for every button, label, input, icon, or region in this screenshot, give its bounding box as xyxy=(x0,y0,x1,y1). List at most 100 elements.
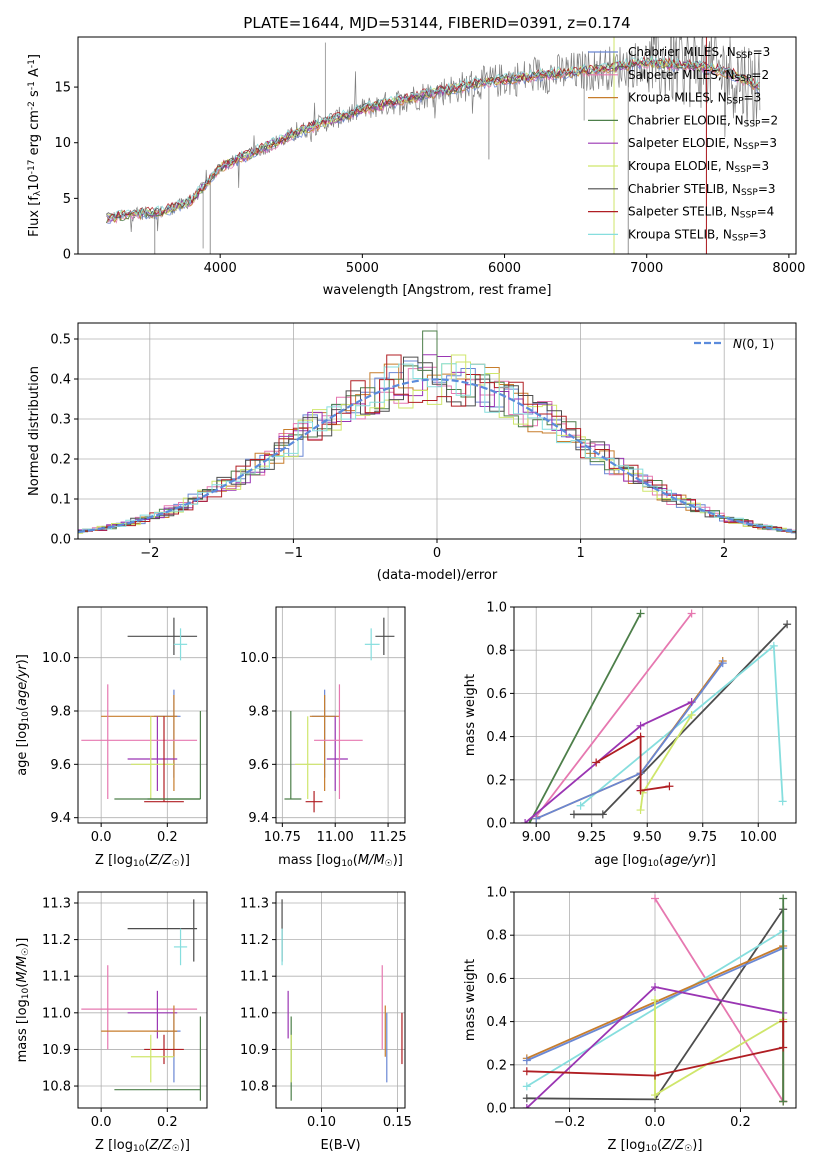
weight-line-salpeter_stelib xyxy=(526,1021,785,1077)
x-tick-label: 8000 xyxy=(772,261,805,276)
weight-marker-salpeter_stelib xyxy=(651,1071,659,1080)
label-part: 10 xyxy=(21,711,31,723)
weight-marker-salpeter_stelib xyxy=(665,782,674,791)
model-spectrum-salpeter_stelib xyxy=(106,55,760,221)
weight-marker-kroupa_elodie xyxy=(651,1091,659,1100)
y-tick-label: 0.4 xyxy=(486,730,507,745)
x-axis-label: Z [log10(Z/Z☉)] xyxy=(95,853,190,869)
weight-line-salpeter_miles xyxy=(535,612,693,818)
x-tick-label: 0.0 xyxy=(91,1115,112,1130)
y-tick-label: 11.2 xyxy=(240,933,269,948)
label-part: Z/Z xyxy=(661,1138,685,1153)
y-tick-label: 0.6 xyxy=(486,687,507,702)
weight-marker-salpeter_elodie xyxy=(636,721,645,730)
label-part: 10 xyxy=(647,859,659,869)
x-tick-label: −0.2 xyxy=(554,1115,586,1130)
label-part: Salpeter MILES, N xyxy=(628,68,735,82)
label-part: =3 xyxy=(758,182,776,196)
y-tick-label: 0.4 xyxy=(50,373,71,388)
y-tick-label: 10.8 xyxy=(42,1080,71,1095)
label-part: Kroupa ELODIE, N xyxy=(628,159,735,173)
x-tick-label: 5000 xyxy=(346,261,379,276)
label-part: -1 xyxy=(27,81,37,90)
label-part: Flux [f xyxy=(27,196,42,237)
label-part: Salpeter ELODIE, N xyxy=(628,136,742,150)
observed-spectrum xyxy=(106,37,761,233)
x-tick-label: 0.2 xyxy=(157,1115,178,1130)
weight-plot xyxy=(521,609,792,823)
y-tick-label: 10.8 xyxy=(240,1080,269,1095)
x-axis-label: Z [log10(Z/Z☉)] xyxy=(95,1138,190,1154)
x-tick-label: 0.10 xyxy=(307,1115,336,1130)
label-part: Z/Z xyxy=(149,853,173,868)
label-part: SSP xyxy=(736,51,753,61)
x-axis-label: wavelength [Angstrom, rest frame] xyxy=(323,283,552,298)
y-tick-label: 0.6 xyxy=(486,972,507,987)
label-part: )] xyxy=(706,853,716,868)
label-part: )] xyxy=(692,1138,702,1153)
label-part: ( xyxy=(657,1138,662,1153)
label-part: age [log xyxy=(594,853,647,868)
y-tick-label: 11.0 xyxy=(42,1006,71,1021)
label-part: Chabrier ELODIE, N xyxy=(628,113,744,127)
x-axis-label: (data-model)/error xyxy=(377,568,498,583)
label-part: E(B-V) xyxy=(320,1138,360,1153)
label-part: =3 xyxy=(753,45,771,59)
weight-plot xyxy=(522,894,788,1108)
axes-frame xyxy=(275,891,406,1109)
label-part: SSP xyxy=(742,142,759,152)
label-part: M/M xyxy=(358,853,385,868)
errorbar-plot xyxy=(284,617,395,813)
weight-marker-kroupa_stelib xyxy=(522,1082,531,1091)
x-tick-label: 10.75 xyxy=(264,830,301,845)
x-tick-label: −2 xyxy=(140,546,159,561)
label-part: Kroupa STELIB, N xyxy=(628,227,732,241)
label-part: erg cm xyxy=(27,110,42,159)
histogram-kroupa_stelib xyxy=(78,363,796,533)
y-tick-label: 15 xyxy=(54,81,71,96)
label-part: ☉ xyxy=(684,1144,692,1154)
y-tick-label: 0.2 xyxy=(50,453,71,468)
weight-marker-kroupa_elodie xyxy=(636,806,645,815)
label-part: ☉ xyxy=(385,859,393,869)
histogram-salpeter_stelib xyxy=(78,374,796,533)
label-part: Z [log xyxy=(608,1138,646,1153)
x-tick-label: 9.00 xyxy=(522,830,551,845)
legend-label: Kroupa STELIB, NSSP=3 xyxy=(628,227,766,243)
label-part: SSP xyxy=(727,97,744,107)
x-tick-label: 0 xyxy=(433,546,441,561)
legend-label: Salpeter MILES, NSSP=2 xyxy=(628,68,769,84)
y-tick-label: 10.0 xyxy=(42,651,71,666)
y-tick-label: 11.3 xyxy=(240,896,269,911)
y-tick-label: 0.4 xyxy=(486,1015,507,1030)
weight-line-chabrier_miles xyxy=(535,662,724,820)
legend-label: Kroupa MILES, NSSP=3 xyxy=(628,91,761,107)
weight-marker-salpeter_elodie xyxy=(521,819,530,823)
label-part: )] xyxy=(393,853,403,868)
label-part: mass weight xyxy=(463,674,478,756)
x-tick-label: 10.00 xyxy=(740,830,777,845)
x-axis-label: age [log10(age/yr)] xyxy=(594,853,716,869)
normal-curve xyxy=(78,378,796,534)
y-tick-label: 0.0 xyxy=(486,817,507,832)
label-part: 10 xyxy=(21,987,31,999)
label-part: 10 xyxy=(133,859,145,869)
x-tick-label: 0.0 xyxy=(645,1115,666,1130)
y-tick-label: 11.0 xyxy=(240,1006,269,1021)
label-part: )] xyxy=(180,853,190,868)
x-tick-label: 7000 xyxy=(630,261,663,276)
label-part: SSP xyxy=(741,188,758,198)
y-tick-label: 0.1 xyxy=(50,493,71,508)
y-tick-label: 10.9 xyxy=(240,1043,269,1058)
label-part: ( xyxy=(144,1138,149,1153)
x-tick-label: 0.2 xyxy=(730,1115,751,1130)
y-tick-label: 0.0 xyxy=(50,533,71,548)
label-part: 10 xyxy=(645,1144,657,1154)
weight-line-chabrier_elodie xyxy=(528,613,642,823)
y-tick-label: 9.8 xyxy=(50,705,71,720)
label-part: SSP xyxy=(735,74,752,84)
label-part: wavelength [Angstrom, rest frame] xyxy=(323,283,552,298)
label-part: Chabrier MILES, N xyxy=(628,45,736,59)
label-part: Z [log xyxy=(95,1138,133,1153)
label-part: =3 xyxy=(759,136,777,150)
